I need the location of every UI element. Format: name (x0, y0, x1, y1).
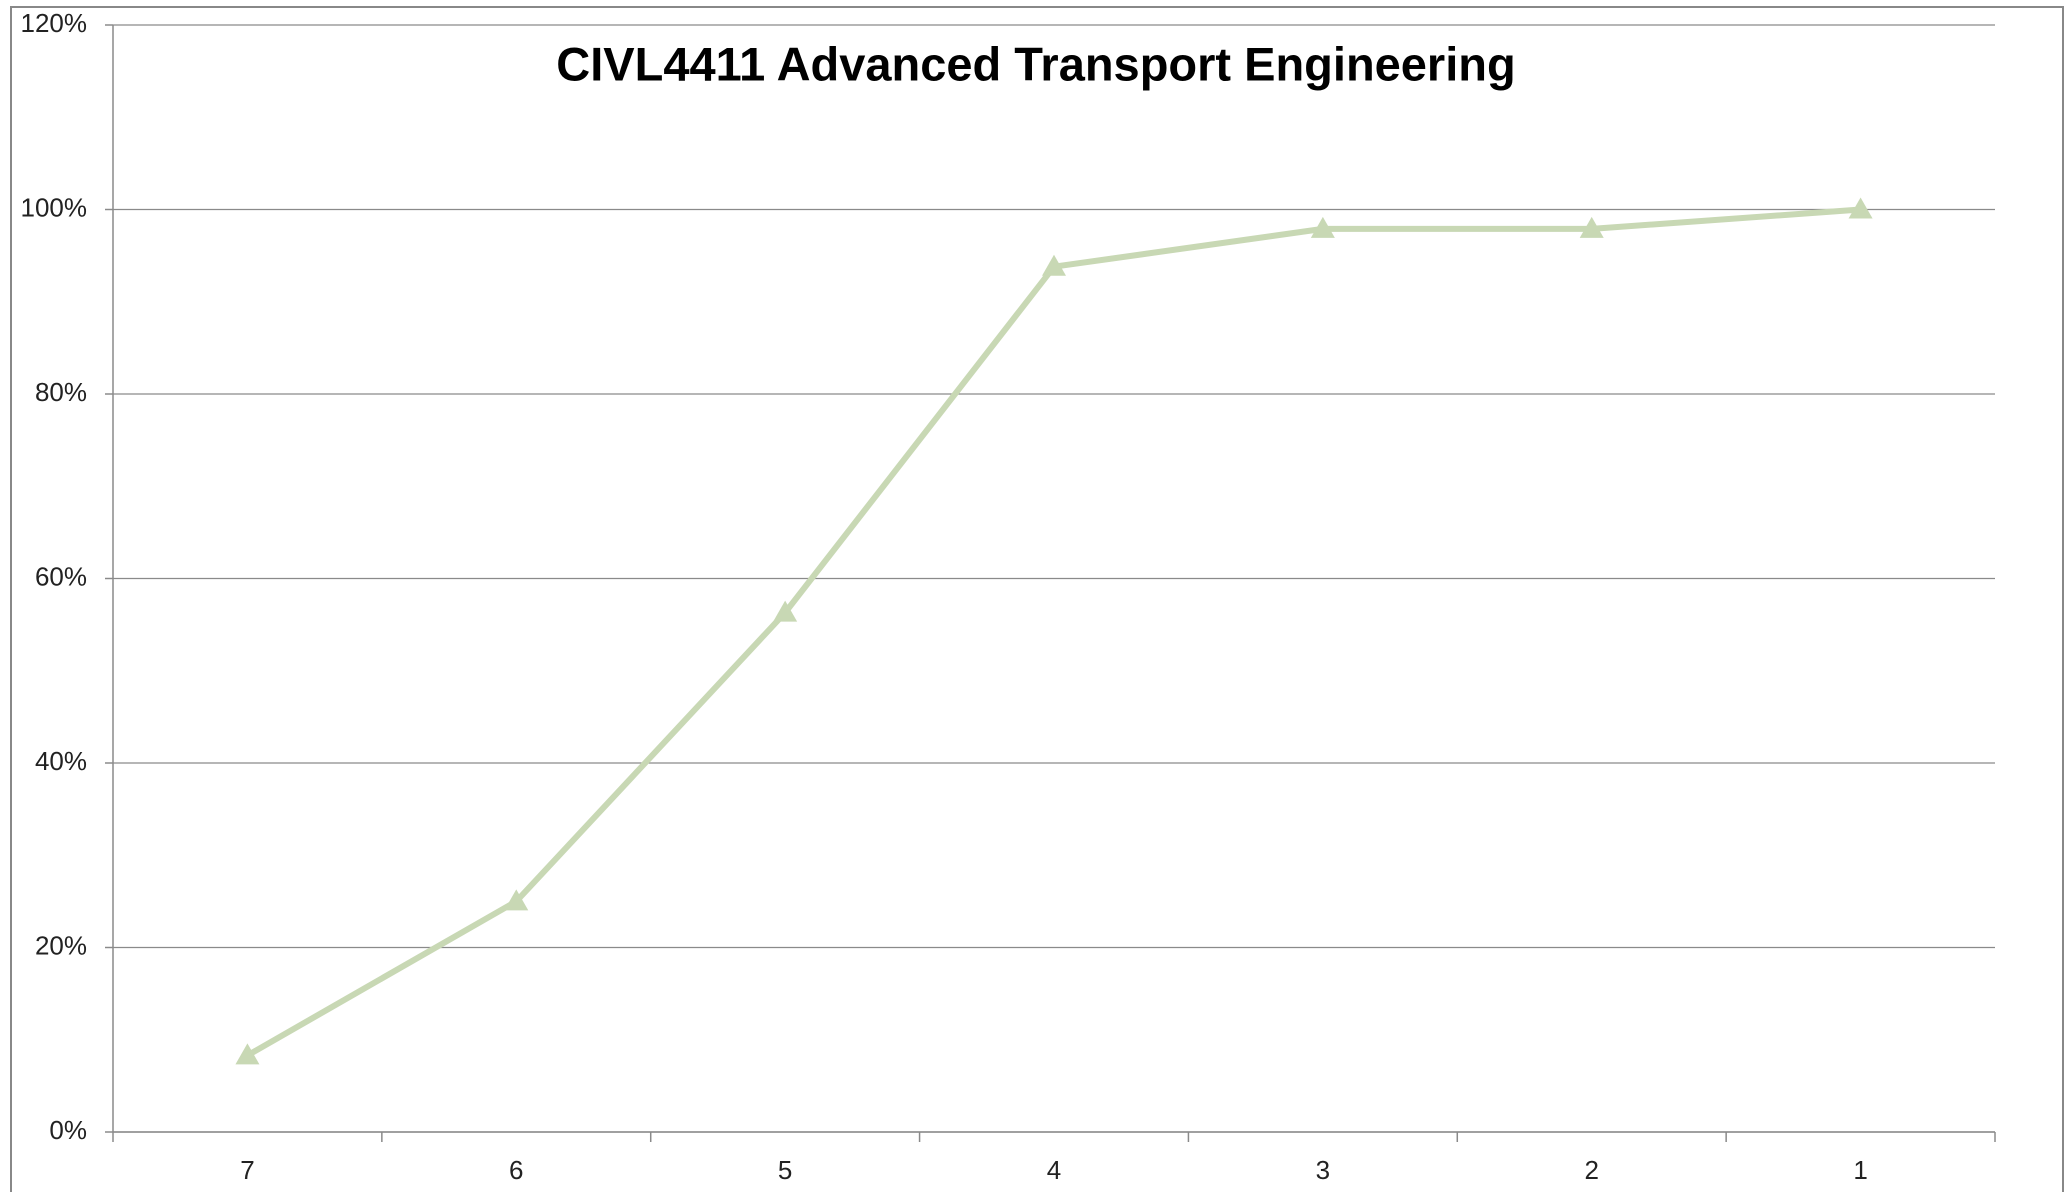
x-tick-label: 5 (778, 1155, 792, 1185)
marker (1579, 216, 1604, 238)
marker (1848, 197, 1873, 219)
x-tick-label: 3 (1316, 1155, 1330, 1185)
x-tick-label: 6 (509, 1155, 523, 1185)
x-tick-label: 1 (1853, 1155, 1867, 1185)
chart-title: CIVL4411 Advanced Transport Engineering (556, 37, 1515, 90)
y-tick-label: 40% (35, 746, 87, 776)
y-tick-label: 100% (21, 192, 88, 222)
marker (1310, 216, 1335, 238)
x-tick-label: 2 (1584, 1155, 1598, 1185)
marker (1042, 254, 1066, 276)
y-tick-label: 120% (21, 8, 88, 38)
marker (235, 1043, 260, 1065)
y-tick-label: 20% (35, 930, 87, 960)
x-tick-label: 7 (240, 1155, 254, 1185)
marker (773, 600, 798, 622)
y-tick-label: 80% (35, 377, 87, 407)
y-tick-label: 0% (49, 1115, 87, 1145)
x-tick-label: 4 (1047, 1155, 1061, 1185)
marker (504, 889, 529, 911)
y-tick-label: 60% (35, 561, 87, 591)
